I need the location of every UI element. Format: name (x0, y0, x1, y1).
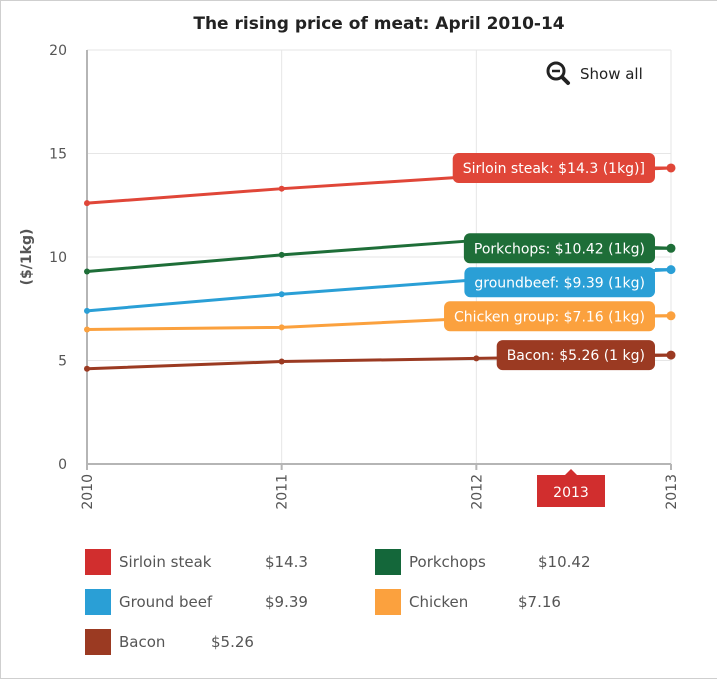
data-point[interactable] (84, 365, 90, 372)
y-tick-label: 5 (58, 354, 67, 370)
x-tick-label: 2010 (80, 474, 96, 510)
legend-swatch (375, 549, 401, 575)
tooltip-box (463, 233, 655, 264)
tooltip-label: groundbeef: $9.39 (1kg) (474, 275, 645, 291)
series-tooltips: Sirloin steak: $14.3 (1kg)] Porkchops: $1… (444, 152, 671, 371)
legend-item[interactable]: Bacon (85, 629, 165, 655)
legend: Sirloin steak $14.3 Porkchops $10.42 Ground … (85, 549, 645, 661)
show-all-label: Show all (580, 65, 643, 83)
zoom-out-icon (546, 61, 570, 85)
data-point[interactable] (278, 358, 285, 365)
legend-value: $7.16 (518, 593, 561, 611)
y-tick-label: 10 (49, 250, 67, 266)
y-tick-label: 20 (49, 43, 67, 59)
x-tick-label: 2012 (469, 474, 485, 510)
y-axis-ticks: 0 5 10 15 20 (49, 43, 67, 473)
legend-name: Chicken (409, 593, 469, 611)
legend-swatch (85, 549, 111, 575)
tooltip-box (464, 267, 655, 298)
data-point[interactable] (84, 268, 90, 275)
data-point[interactable] (84, 307, 90, 314)
tooltip-label: Porkchops: $10.42 (1kg) (474, 241, 645, 257)
data-point[interactable] (278, 251, 285, 258)
data-point[interactable] (278, 291, 285, 298)
legend-item[interactable]: Porkchops (375, 549, 486, 575)
legend-item[interactable]: Chicken (375, 589, 468, 615)
data-point[interactable] (278, 185, 285, 192)
crosshair-pointer (565, 469, 577, 475)
crosshair-label-box (537, 475, 605, 507)
legend-name: Ground beef (119, 593, 213, 611)
y-tick-label: 15 (49, 147, 67, 163)
grid (86, 49, 672, 465)
legend-value: $10.42 (538, 553, 591, 571)
legend-name: Porkchops (409, 553, 486, 571)
legend-swatch (375, 589, 401, 615)
tooltip-box (496, 340, 655, 371)
data-point[interactable] (473, 355, 480, 362)
legend-value: $5.26 (211, 633, 254, 651)
data-point[interactable] (278, 324, 285, 331)
crosshair-label: 2013 (553, 485, 589, 501)
show-all-button[interactable]: Show all (546, 61, 643, 85)
crosshair: 2013 (537, 469, 605, 507)
legend-name: Sirloin steak (119, 553, 212, 571)
tooltip-label: Bacon: $5.26 (1 kg) (507, 348, 645, 364)
legend-item[interactable]: Sirloin steak (85, 549, 211, 575)
legend-value: $9.39 (265, 593, 308, 611)
data-point[interactable] (84, 200, 90, 207)
line-chart: The rising price of meat: April 2010-14 … (19, 14, 680, 510)
x-tick-label: 2011 (275, 474, 291, 510)
legend-swatch (85, 589, 111, 615)
tooltip-box (444, 301, 655, 332)
x-axis-ticks: 2010 2011 2012 2013 (80, 464, 680, 510)
tooltip-label: Sirloin steak: $14.3 (1kg)] (463, 161, 645, 177)
tooltip-label: Chicken group: $7.16 (1kg) (454, 309, 645, 325)
data-point[interactable] (84, 326, 90, 333)
y-axis-label: ($/1kg) (19, 229, 35, 286)
legend-value: $14.3 (265, 553, 308, 571)
legend-swatch (85, 629, 111, 655)
x-tick-label: 2013 (664, 474, 680, 510)
tooltip-box (452, 152, 655, 183)
chart-title: The rising price of meat: April 2010-14 (193, 14, 564, 34)
legend-name: Bacon (119, 633, 166, 651)
y-tick-label: 0 (58, 457, 67, 473)
legend-item[interactable]: Ground beef (85, 589, 212, 615)
